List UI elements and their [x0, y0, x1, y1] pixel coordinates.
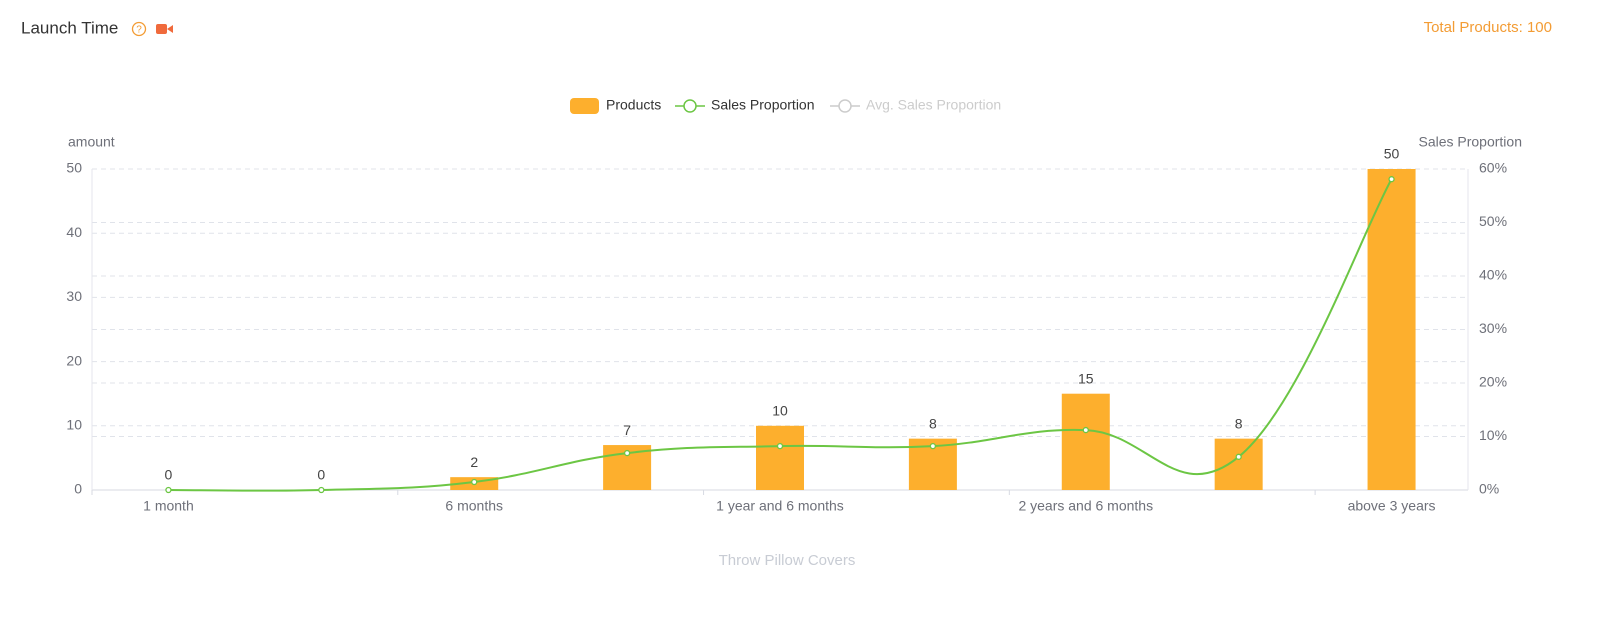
legend-label[interactable]: Products	[606, 97, 661, 113]
y-tick-label: 40	[66, 224, 82, 240]
line-point	[1388, 176, 1395, 183]
y2-tick-label: 50%	[1479, 213, 1507, 229]
bar-value-label: 2	[470, 454, 478, 470]
total-products: Total Products: 100	[1424, 19, 1552, 36]
help-icon[interactable]: ?	[131, 21, 147, 37]
bar-value-label: 0	[165, 467, 173, 483]
svg-text:?: ?	[136, 25, 142, 36]
y2-axis-label: Sales Proportion	[1418, 134, 1522, 150]
line-point	[165, 486, 172, 494]
legend-label[interactable]: Sales Proportion	[711, 97, 815, 113]
bar	[756, 425, 804, 490]
y2-tick-label: 40%	[1479, 267, 1507, 283]
line-point	[929, 442, 937, 450]
y-tick-label: 20	[66, 352, 82, 368]
bar-value-label: 10	[772, 403, 788, 419]
y-tick-label: 30	[66, 288, 82, 304]
legend-swatch	[683, 99, 697, 113]
line-point	[776, 442, 784, 450]
line-point	[471, 478, 478, 486]
bar-value-label: 8	[929, 415, 937, 431]
y2-tick-label: 10%	[1479, 427, 1507, 443]
x-axis-label: Throw Pillow Covers	[719, 552, 856, 569]
bar-value-label: 0	[317, 467, 325, 483]
bar-value-label: 8	[1235, 415, 1243, 431]
y2-tick-label: 0%	[1479, 481, 1499, 497]
x-tick-label: 1 month	[143, 498, 194, 514]
y2-tick-label: 30%	[1479, 320, 1507, 336]
bar	[1061, 393, 1110, 490]
bar-value-label: 50	[1384, 146, 1400, 162]
bar-value-label: 15	[1078, 370, 1094, 386]
y2-tick-label: 20%	[1479, 374, 1507, 390]
video-icon[interactable]	[156, 24, 173, 34]
y2-tick-label: 60%	[1479, 160, 1507, 176]
page-title: Launch Time	[21, 18, 118, 37]
x-tick-label: 2 years and 6 months	[1018, 498, 1153, 514]
bar-value-label: 7	[623, 422, 631, 438]
bar	[1367, 169, 1416, 490]
y-tick-label: 50	[66, 160, 82, 176]
y-axis-label: amount	[68, 134, 115, 150]
y-tick-label: 10	[66, 417, 82, 433]
x-tick-label: 1 year and 6 months	[716, 498, 844, 514]
bar	[1214, 438, 1263, 490]
legend-swatch	[570, 98, 599, 114]
line-point	[1235, 453, 1242, 460]
x-tick-label: above 3 years	[1348, 498, 1436, 514]
x-tick-label: 6 months	[445, 498, 503, 514]
y-tick-label: 0	[74, 481, 82, 497]
line-point	[318, 486, 325, 494]
legend-label[interactable]: Avg. Sales Proportion	[866, 97, 1001, 113]
legend-swatch	[838, 99, 852, 113]
line-point	[1082, 426, 1089, 434]
line-point	[623, 449, 631, 457]
